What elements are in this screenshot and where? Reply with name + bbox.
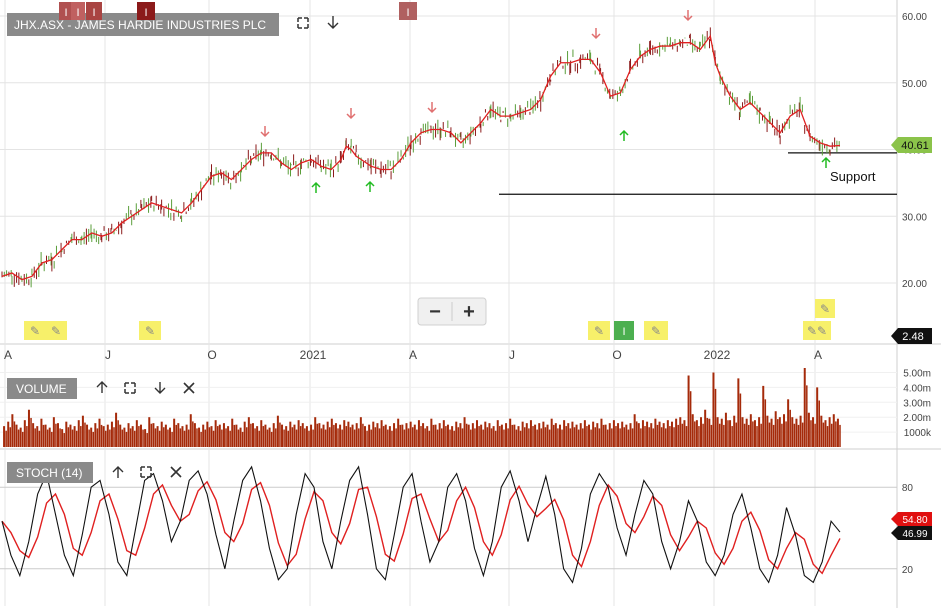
move-up-icon[interactable]: [96, 381, 108, 393]
stoch-title-bar: [7, 462, 93, 483]
chart-title: JHX.ASX - JAMES HARDIE INDUSTRIES PLC: [14, 18, 266, 32]
close-icon[interactable]: [170, 466, 182, 478]
green-event-marker[interactable]: [614, 321, 634, 340]
pencil-note-marker[interactable]: [815, 299, 835, 318]
pencil-icon: ✎: [30, 324, 40, 338]
pencil-note-marker[interactable]: [803, 321, 831, 340]
support-label: Support: [830, 169, 876, 184]
signal-arrows: [260, 10, 831, 193]
sell-signal-arrow: [346, 108, 356, 120]
volume-title-bar: [7, 378, 77, 399]
buy-signal-arrow: [311, 181, 321, 193]
event-badge[interactable]: [86, 2, 102, 20]
expand-icon[interactable]: [140, 466, 152, 478]
pencil-note-marker[interactable]: [588, 321, 610, 340]
stochastic-lines: [1, 465, 841, 584]
volume-y-tick-label: 3.00m: [903, 398, 931, 409]
support-lines: [499, 152, 897, 195]
pencil-icon: ✎: [820, 302, 830, 316]
event-badge-label: I: [76, 7, 79, 19]
x-axis-labels: A J O 2021 A J O 2022 A: [4, 348, 822, 362]
x-tick-label: A: [4, 348, 12, 362]
stoch-k-value: 46.99: [902, 529, 927, 540]
zoom-in-label: +: [463, 301, 475, 323]
pencil-icon: ✎: [145, 324, 155, 338]
event-badge-label: I: [92, 7, 95, 19]
volume-y-tick-label: 5.00m: [903, 368, 931, 379]
move-up-icon[interactable]: [112, 466, 124, 478]
zoom-control: − +: [417, 297, 487, 326]
event-badge-label: I: [406, 7, 409, 19]
moving-average-line: [1, 34, 841, 281]
pencil-note-marker[interactable]: [139, 321, 161, 340]
x-tick-label: O: [612, 348, 621, 362]
moving-average-polyline: [1, 34, 841, 281]
buy-signal-arrow: [619, 129, 629, 141]
event-badge[interactable]: [71, 2, 85, 20]
stoch-k-line: [1, 465, 841, 584]
stoch-d-badge: 54.80: [891, 512, 932, 526]
move-down-icon[interactable]: [154, 382, 166, 394]
top-annotation-badges: I I I I I: [59, 2, 417, 20]
x-tick-label: 2021: [300, 348, 327, 362]
stoch-y-tick-label: 20: [902, 565, 914, 576]
pencil-icon: ✎✎: [807, 324, 827, 338]
volume-bars: [3, 368, 841, 447]
stoch-k-badge: 46.99: [891, 526, 932, 540]
stoch-title: STOCH (14): [16, 466, 82, 480]
volume-y-tick-label: 1000k: [904, 428, 932, 439]
event-badge-label: I: [144, 7, 147, 19]
volume-title: VOLUME: [16, 382, 67, 396]
sell-signal-arrow: [591, 28, 601, 40]
buy-signal-arrow: [821, 156, 831, 168]
price-change-badge: 2.48: [891, 328, 932, 344]
x-tick-label: O: [207, 348, 216, 362]
x-tick-label: J: [105, 348, 111, 362]
x-tick-label: 2022: [704, 348, 731, 362]
price-y-tick-label: 30.00: [902, 212, 927, 223]
pencil-note-marker[interactable]: [644, 321, 668, 340]
pencil-note-marker[interactable]: [45, 321, 67, 340]
price-change-value: 2.48: [902, 331, 923, 343]
y-axis-labels: 60.0050.0040.0030.0020.005.00m4.00m3.00m…: [902, 12, 932, 576]
pencil-icon: ✎: [51, 324, 61, 338]
buy-signal-arrow: [365, 180, 375, 192]
price-y-tick-label: 60.00: [902, 12, 927, 23]
event-badge[interactable]: [399, 2, 417, 20]
event-badge[interactable]: [59, 2, 73, 20]
expand-icon[interactable]: [124, 382, 136, 394]
price-y-tick-label: 50.00: [902, 79, 927, 90]
sell-signal-arrow: [260, 126, 270, 138]
pencil-icon: ✎: [651, 324, 661, 338]
pencil-icon: ✎: [594, 324, 604, 338]
event-badge-label: I: [64, 7, 67, 19]
volume-y-tick-label: 2.00m: [903, 413, 931, 424]
arrow-down-icon[interactable]: [327, 16, 339, 29]
x-tick-label: A: [409, 348, 417, 362]
volume-y-tick-label: 4.00m: [903, 383, 931, 394]
stoch-d-value: 54.80: [902, 515, 927, 526]
event-markers-bottom: ✎ ✎ ✎ ✎ I ✎ ✎ ✎✎: [24, 299, 835, 340]
last-price-badge: 40.61: [891, 137, 932, 153]
price-y-tick-label: 20.00: [902, 279, 927, 290]
stoch-y-tick-label: 80: [902, 483, 914, 494]
green-event-label: I: [622, 326, 625, 338]
sell-signal-arrow: [683, 10, 693, 22]
stoch-d-line: [1, 480, 841, 575]
sell-signal-arrow: [427, 102, 437, 114]
zoom-out-label: −: [429, 301, 441, 323]
x-tick-label: A: [814, 348, 822, 362]
event-badge[interactable]: [137, 2, 155, 20]
expand-icon[interactable]: [297, 17, 309, 29]
pencil-note-marker[interactable]: [24, 321, 46, 340]
last-price-value: 40.61: [901, 140, 929, 152]
close-icon[interactable]: [183, 382, 195, 394]
x-tick-label: J: [509, 348, 515, 362]
